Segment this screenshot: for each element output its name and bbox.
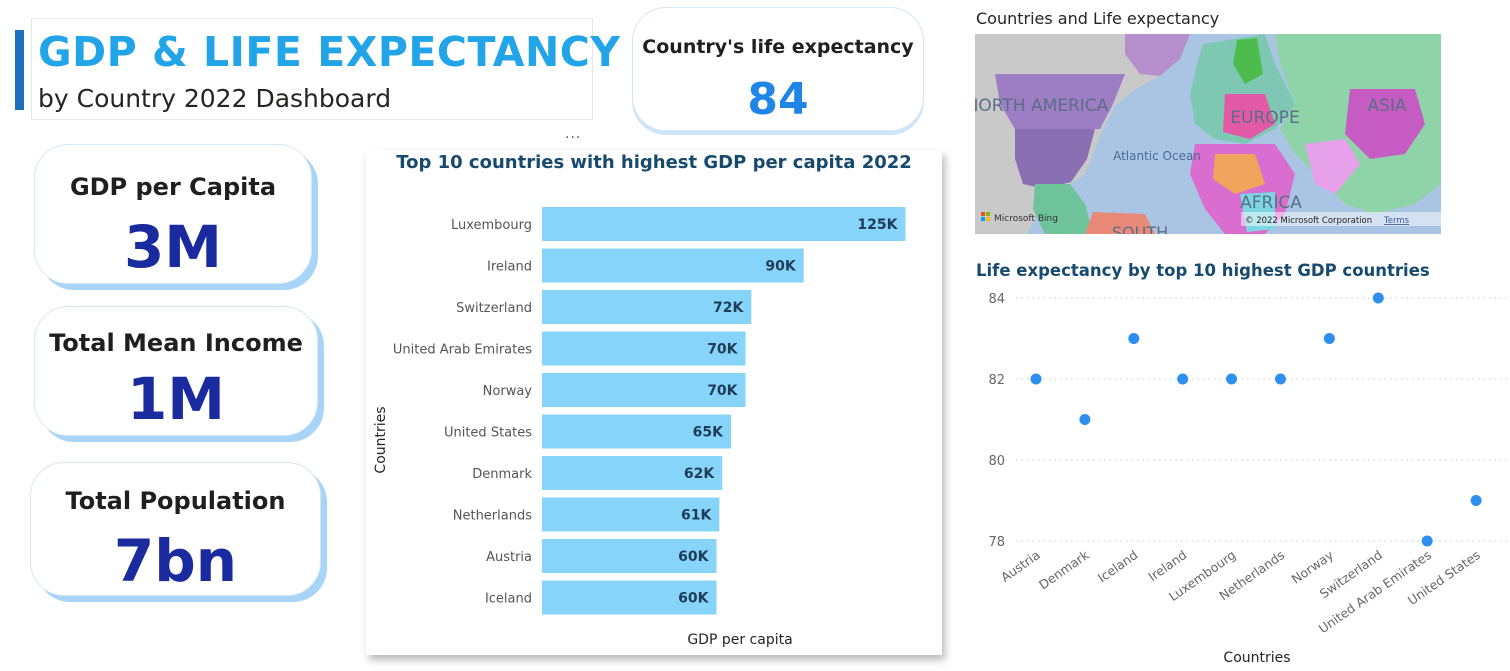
scatter-point[interactable] [1030, 373, 1042, 385]
map-label-europe: EUROPE [1230, 108, 1299, 128]
scatter-point[interactable] [1470, 495, 1482, 506]
bar-chart-data-label: 62K [684, 466, 715, 482]
scatter-y-tick-label: 80 [988, 454, 1005, 469]
bar-chart-category-label: Iceland [485, 592, 532, 607]
scatter-y-tick-label: 78 [988, 535, 1005, 550]
life-expectancy-label: Country's life expectancy [642, 36, 914, 58]
map-canada-region [995, 74, 1125, 129]
world-map[interactable]: NORTH AMERICA EUROPE ASIA AFRICA SOUTH A… [975, 34, 1441, 234]
scatter-point[interactable] [1275, 373, 1286, 385]
bar-chart-category-label: Netherlands [453, 509, 532, 524]
bar-chart-category-label: Luxembourg [451, 218, 532, 233]
map-scandinavia-region [1233, 38, 1263, 84]
scatter-y-tick-label: 82 [988, 373, 1005, 388]
bar-chart-category-label: United States [444, 426, 532, 441]
bar-chart-bar[interactable] [542, 580, 717, 615]
bar-chart-bar[interactable] [542, 207, 906, 241]
bar-chart-y-axis-label: Countries [373, 406, 389, 473]
scatter-chart-x-axis-label: Countries [1223, 650, 1290, 666]
page-title: GDP & LIFE EXPECTANCY [38, 28, 621, 76]
bing-logo-icon [981, 212, 990, 221]
map-label-south: SOUTH [1112, 223, 1168, 234]
bar-chart-bar[interactable] [542, 414, 731, 449]
bar-chart-category-label: Denmark [472, 467, 532, 482]
total-population-label: Total Population [65, 487, 286, 515]
map-label-north-america: NORTH AMERICA [975, 96, 1109, 116]
map-greenland-region [1125, 34, 1190, 76]
scatter-x-tick-label: Ireland [1145, 547, 1189, 584]
scatter-point[interactable] [1226, 373, 1238, 385]
bar-chart-data-label: 70K [707, 383, 738, 399]
map-china-region [1345, 89, 1425, 159]
bar-chart-category-label: Ireland [487, 260, 532, 275]
gdp-per-capita-label: GDP per Capita [69, 173, 277, 201]
bar-chart-bar[interactable] [542, 248, 804, 283]
bar-chart-data-label: 61K [681, 508, 712, 524]
bar-chart-bar[interactable] [542, 539, 717, 573]
bar-chart-bar[interactable] [542, 290, 752, 324]
bar-chart-data-label: 60K [678, 591, 709, 607]
page-subtitle: by Country 2022 Dashboard [38, 84, 392, 113]
bar-chart-bar[interactable] [542, 331, 746, 366]
map-terms-link[interactable]: Terms [1383, 216, 1410, 226]
scatter-point[interactable] [1079, 414, 1091, 425]
map-label-atlantic: Atlantic Ocean [1113, 149, 1201, 163]
scatter-point[interactable] [1372, 292, 1384, 304]
scatter-y-tick-label: 84 [988, 292, 1005, 307]
life-expectancy-card[interactable]: Country's life expectancy 84 [632, 7, 924, 131]
scatter-x-tick-label: Denmark [1036, 547, 1092, 593]
map-label-africa: AFRICA [1240, 193, 1302, 213]
scatter-x-tick-label: Iceland [1095, 547, 1141, 585]
map-africa-region-1 [1213, 154, 1265, 194]
bar-chart-data-label: 60K [678, 549, 709, 565]
bar-chart-data-label: 65K [693, 425, 724, 441]
bar-chart-data-label: 90K [765, 259, 796, 275]
total-population-value: 7bn [113, 527, 238, 595]
scatter-point[interactable] [1177, 373, 1189, 385]
map-atlantic-patch [1125, 154, 1155, 179]
bar-chart-x-axis-label: GDP per capita [687, 632, 792, 648]
map-svg: NORTH AMERICA EUROPE ASIA AFRICA SOUTH A… [975, 34, 1441, 234]
map-central-america-region [1033, 184, 1093, 234]
map-india-region [1305, 139, 1360, 194]
scatter-point[interactable] [1323, 333, 1335, 344]
bar-chart-data-label: 70K [707, 342, 738, 358]
map-title: Countries and Life expectancy [976, 9, 1220, 28]
map-bing-label: Microsoft Bing [994, 214, 1058, 224]
total-mean-income-label: Total Mean Income [49, 329, 303, 357]
map-south-america-land [1085, 212, 1155, 234]
bar-chart-category-label: Switzerland [456, 301, 532, 316]
map-attribution-bg [1241, 212, 1441, 226]
map-label-asia: ASIA [1367, 96, 1406, 116]
title-box [31, 18, 593, 120]
bar-chart-svg: Luxembourg 125K Ireland 90K Switzerland 72K Un… [373, 207, 906, 648]
map-usa-region [1015, 129, 1095, 189]
gdp-bar-chart-panel[interactable]: Top 10 countries with highest GDP per ca… [366, 150, 942, 655]
total-mean-income-card[interactable]: Total Mean Income 1M [34, 306, 318, 436]
total-mean-income-value: 1M [126, 365, 226, 433]
scatter-chart-title: Life expectancy by top 10 highest GDP co… [976, 261, 1430, 280]
bar-chart-bar[interactable] [542, 373, 746, 407]
total-population-card[interactable]: Total Population 7bn [30, 462, 321, 596]
map-copyright: © 2022 Microsoft Corporation [1245, 216, 1372, 226]
title-accent-bar [15, 30, 24, 110]
gdp-per-capita-card[interactable]: GDP per Capita 3M [34, 144, 312, 284]
bar-chart-data-label: 72K [713, 300, 744, 316]
scatter-point[interactable] [1128, 333, 1140, 344]
bar-chart-category-label: Austria [486, 550, 532, 565]
bar-chart-bar[interactable] [542, 456, 723, 490]
gdp-per-capita-value: 3M [123, 213, 223, 281]
bar-chart-title: Top 10 countries with highest GDP per ca… [396, 152, 912, 173]
bar-chart-data-label: 125K [857, 217, 898, 233]
life-expectancy-value: 84 [747, 74, 809, 125]
scatter-point[interactable] [1421, 535, 1433, 547]
bar-chart-category-label: Norway [483, 384, 533, 399]
more-options-icon[interactable]: ... [565, 126, 582, 142]
bar-chart-category-label: United Arab Emirates [393, 343, 532, 358]
bar-chart-bar[interactable] [542, 497, 720, 532]
map-europe-region-1 [1223, 94, 1275, 139]
